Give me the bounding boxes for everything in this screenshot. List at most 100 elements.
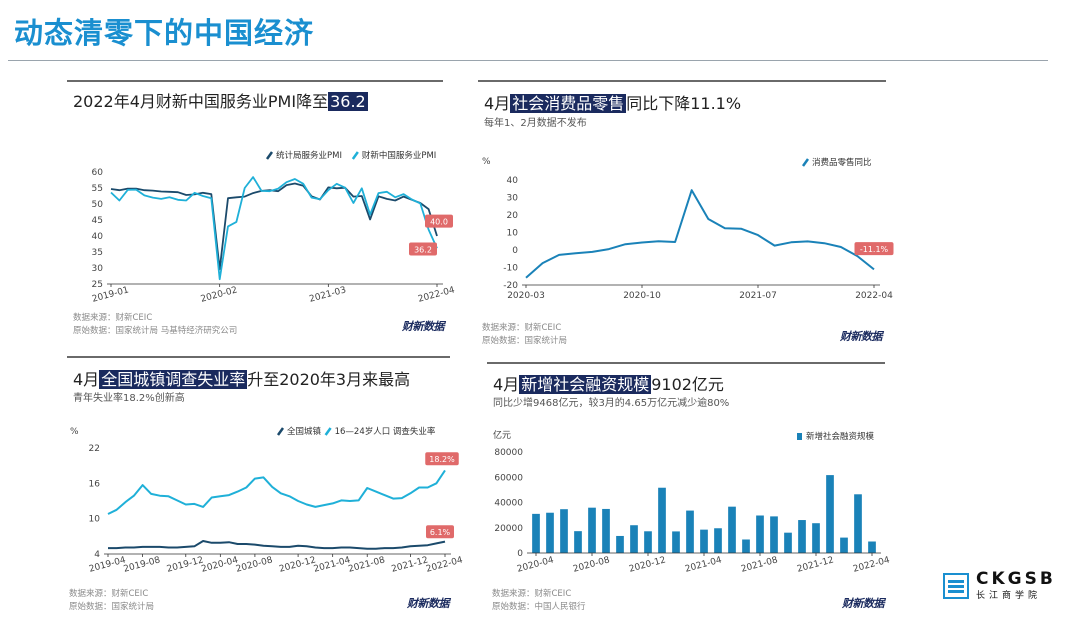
source-note: 数据来源：财新CEIC 原始数据：中国人民银行: [492, 588, 586, 614]
bar: [532, 513, 540, 553]
caixin-brand: 财新数据: [407, 597, 450, 610]
series-line: [110, 182, 438, 271]
panel-top-rule: [67, 80, 443, 82]
origin-line: 原始数据：国家统计局 马基特经济研究公司: [73, 326, 238, 336]
data-label-bg: [854, 242, 894, 256]
data-label: 36.2: [414, 245, 432, 254]
x-tick-label: 2022-04: [425, 555, 464, 574]
y-tick-label: 10: [507, 229, 519, 239]
title-highlight: 36.2: [328, 92, 368, 111]
title-highlight: 新增社会融资规模: [519, 375, 652, 394]
legend-label: 16—24岁人口 调查失业率: [335, 426, 436, 437]
y-tick-label: 10: [89, 515, 101, 525]
bar: [854, 494, 862, 553]
x-tick-label: 2021-08: [347, 555, 386, 574]
bar: [784, 532, 792, 553]
data-label: -11.1%: [860, 245, 889, 254]
y-tick-label: 0: [517, 549, 523, 559]
data-label-bg: [426, 525, 454, 539]
legend-swatch: [351, 151, 359, 160]
bar: [658, 487, 666, 553]
bar: [630, 525, 638, 553]
y-tick-label: 40: [92, 232, 104, 242]
panel-retail: 4月 社会消费品零售 同比下降11.1% 每年1、2月数据不发布: [478, 80, 888, 342]
x-tick-label: 2021-08: [740, 555, 779, 574]
panel-subtitle: 青年失业率18.2%创新高: [73, 393, 185, 404]
legend-swatch: [801, 158, 810, 167]
panel-pmi: 2022年4月财新中国服务业PMI降至 36.2: [67, 80, 447, 342]
caixin-brand: 财新数据: [402, 320, 445, 333]
origin-line: 原始数据：国家统计局: [482, 336, 568, 346]
panel-title: 2022年4月财新中国服务业PMI降至 36.2: [73, 88, 368, 112]
bar: [826, 475, 834, 553]
title-highlight: 社会消费品零售: [510, 94, 627, 113]
ckgsb-logo-icon: [943, 573, 969, 599]
series-line: [110, 176, 438, 281]
series-line: [108, 540, 446, 550]
legend-swatch: [265, 151, 274, 160]
y-tick-label: 80000: [494, 448, 523, 458]
bar: [546, 512, 554, 553]
data-label-bg: [425, 214, 453, 228]
title-text: 4月: [73, 370, 100, 389]
legend-swatch: [276, 427, 285, 436]
origin-line: 原始数据：国家统计局: [69, 602, 155, 612]
chart-retail: -20 -10 0 10 20 30 40 2020-03 2020-10 2021-07 2022…: [482, 157, 894, 301]
y-axis-unit: %: [70, 427, 79, 437]
y-tick-label: 40000: [494, 499, 523, 509]
y-tick-label: 30: [92, 264, 104, 274]
y-tick-label: 0: [512, 246, 518, 256]
y-tick-label: 60000: [494, 473, 523, 483]
y-axis-unit: %: [482, 157, 491, 167]
source-line: 数据来源：财新CEIC: [492, 589, 572, 599]
origin-line: 原始数据：中国人民银行: [492, 602, 586, 612]
legend-swatch: [797, 433, 802, 440]
x-tick-label: 2020-12: [628, 555, 667, 574]
bar: [728, 506, 736, 553]
x-tick-label: 2020-08: [572, 555, 611, 574]
x-tick-label: 2021-07: [739, 291, 777, 301]
panel-subtitle: 同比少增9468亿元，较3月的4.65万亿元减少逾80%: [493, 398, 730, 409]
bar: [574, 531, 582, 553]
bar: [588, 507, 596, 553]
source-note: 数据来源：财新CEIC 原始数据：国家统计局: [482, 322, 567, 348]
panel-top-rule: [67, 356, 450, 358]
y-tick-label: 22: [89, 444, 100, 454]
caixin-brand: 财新数据: [842, 597, 885, 610]
y-tick-label: 50: [92, 200, 104, 210]
series-line: [525, 189, 875, 279]
title-divider: [8, 60, 1048, 61]
y-tick-label: 20: [507, 211, 519, 221]
bar: [700, 529, 708, 553]
x-tick-label: 2021-04: [684, 555, 723, 574]
panel-title: 4月 新增社会融资规模 9102亿元: [493, 371, 724, 395]
y-tick-label: -20: [503, 281, 518, 291]
source-line: 数据来源：财新CEIC: [482, 323, 562, 333]
bar: [714, 528, 722, 553]
title-text: 2022年4月财新中国服务业PMI降至: [73, 92, 329, 111]
bar: [812, 523, 820, 553]
y-tick-label: -10: [503, 264, 518, 274]
title-text: 4月: [484, 94, 511, 113]
y-tick-label: 55: [92, 184, 103, 194]
panel-tsf: 4月 新增社会融资规模 9102亿元 同比少增9468亿元，较3月的4.65万亿元减…: [487, 362, 887, 618]
y-tick-label: 40: [507, 176, 519, 186]
panel-unemployment: 4月 全国城镇调查失业率 升至2020年3月来最高 青年失业率18.2%创新高: [67, 356, 452, 618]
y-tick-label: 4: [94, 550, 100, 560]
logo-sub: 长江商学院: [976, 591, 1042, 601]
bar: [868, 541, 876, 553]
x-tick-label: 2020-10: [623, 291, 661, 301]
legend-label: 财新中国服务业PMI: [362, 150, 436, 161]
title-highlight: 全国城镇调查失业率: [99, 370, 248, 389]
bar: [560, 509, 568, 553]
source-line: 数据来源：财新CEIC: [69, 589, 149, 599]
bar: [770, 516, 778, 553]
legend-label: 新增社会融资规模: [806, 431, 875, 442]
source-note: 数据来源：财新CEIC 原始数据：国家统计局 马基特经济研究公司: [73, 312, 237, 338]
logo-name: CKGSB: [976, 569, 1056, 589]
ckgsb-logo-text: CKGSB 长江商学院: [976, 570, 1056, 601]
panel-title: 4月 全国城镇调查失业率 升至2020年3月来最高: [73, 366, 410, 390]
x-tick-label: 2020-03: [507, 291, 545, 301]
